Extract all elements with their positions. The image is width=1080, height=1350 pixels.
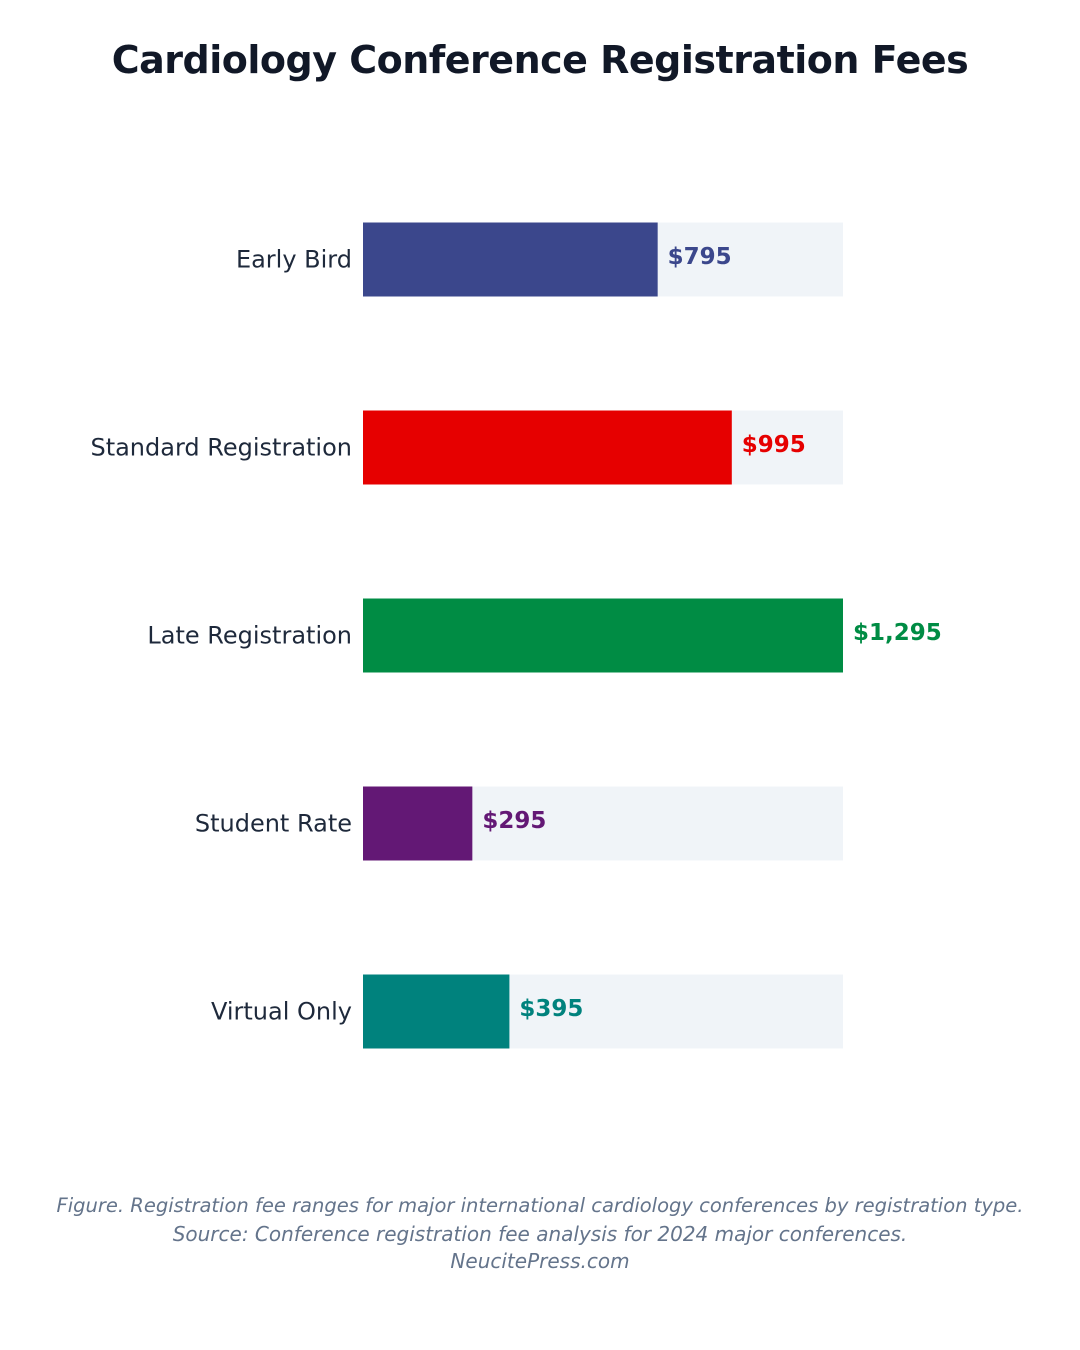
bar-standard-registration bbox=[363, 410, 732, 485]
category-label: Early Bird bbox=[236, 246, 352, 274]
category-label: Late Registration bbox=[147, 622, 352, 650]
chart-title: Cardiology Conference Registration Fees bbox=[111, 38, 969, 82]
bar-virtual-only bbox=[363, 974, 510, 1049]
bar-early-bird bbox=[363, 222, 658, 297]
category-label: Virtual Only bbox=[211, 998, 352, 1026]
category-label: Standard Registration bbox=[90, 434, 352, 462]
publisher-credit: NeucitePress.com bbox=[450, 1249, 630, 1273]
value-label: $295 bbox=[482, 808, 546, 834]
value-label: $795 bbox=[668, 244, 732, 270]
source-note: Source: Conference registration fee anal… bbox=[172, 1222, 908, 1246]
bar-late-registration bbox=[363, 598, 843, 673]
bar-student-rate bbox=[363, 786, 473, 861]
category-label: Student Rate bbox=[195, 810, 352, 838]
value-label: $395 bbox=[519, 996, 583, 1022]
value-label: $995 bbox=[742, 432, 806, 458]
figure-caption: Figure. Registration fee ranges for majo… bbox=[56, 1194, 1024, 1217]
value-label: $1,295 bbox=[853, 620, 942, 646]
